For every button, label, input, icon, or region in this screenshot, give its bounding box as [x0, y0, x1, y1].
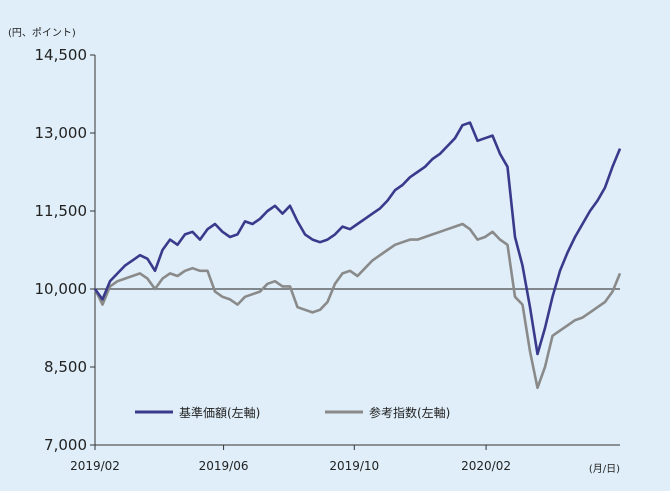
legend-label: 参考指数(左軸) [369, 405, 450, 420]
x-tick-label: 2019/02 [70, 459, 120, 473]
x-tick-label: 2020/02 [461, 459, 511, 473]
axes [90, 54, 620, 450]
series-lines [93, 121, 622, 390]
x-tick-labels: 2019/02 2019/06 2019/10 2020/02 [70, 459, 511, 473]
x-unit-label: (月/日) [589, 463, 620, 475]
y-tick-label: 8,500 [44, 358, 87, 376]
legend-label: 基準価額(左軸) [179, 405, 260, 420]
x-tick-label: 2019/06 [199, 459, 249, 473]
series-line-0 [93, 121, 622, 356]
y-tick-label: 7,000 [44, 436, 87, 454]
y-unit-label: (円、ポイント) [8, 27, 76, 39]
y-tick-label: 13,000 [35, 124, 88, 142]
y-tick-label: 14,500 [35, 46, 88, 64]
legend: 基準価額(左軸) 参考指数(左軸) [135, 405, 450, 420]
y-tick-labels: 14,500 13,000 11,500 10,000 8,500 7,000 [35, 46, 88, 454]
y-tick-label: 10,000 [35, 280, 88, 298]
series-line-1 [93, 222, 622, 390]
x-tick-label: 2019/10 [329, 459, 379, 473]
y-tick-label: 11,500 [35, 202, 88, 220]
